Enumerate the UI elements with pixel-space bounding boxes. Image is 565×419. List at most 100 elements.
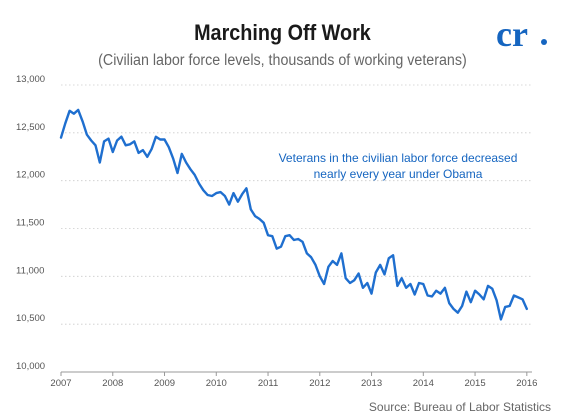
- data-point: [133, 140, 135, 142]
- data-point: [310, 256, 312, 258]
- data-point: [439, 293, 442, 295]
- x-tick-label: 2007: [50, 378, 71, 389]
- data-point: [86, 134, 88, 136]
- data-point: [392, 254, 394, 256]
- data-point: [69, 110, 71, 112]
- data-point: [138, 152, 140, 154]
- data-point: [452, 308, 455, 310]
- data-point: [478, 293, 480, 296]
- data-point: [509, 305, 511, 307]
- chart-title: Marching Off Work: [194, 20, 371, 45]
- data-point: [293, 239, 295, 241]
- data-point: [176, 172, 179, 174]
- data-point: [280, 246, 282, 248]
- x-tick-label: 2010: [206, 378, 227, 389]
- gridlines: [61, 84, 532, 373]
- x-tick-label: 2012: [309, 378, 330, 389]
- data-point: [465, 291, 467, 293]
- data-point: [448, 302, 450, 304]
- chart-subtitle: (Civilian labor force levels, thousands …: [98, 52, 467, 69]
- data-point: [327, 266, 329, 268]
- data-point: [289, 234, 291, 236]
- data-point: [483, 298, 485, 300]
- data-point: [517, 296, 519, 298]
- data-point: [224, 195, 226, 197]
- data-point: [77, 109, 79, 111]
- data-point: [276, 248, 278, 250]
- data-point: [353, 279, 355, 281]
- data-point: [116, 139, 118, 142]
- y-tick-label: 11,000: [16, 265, 44, 276]
- data-point: [375, 271, 377, 274]
- data-point: [336, 264, 338, 266]
- logo-text: cr: [496, 18, 528, 50]
- data-point: [194, 174, 196, 176]
- data-point: [401, 277, 403, 279]
- data-point: [185, 161, 187, 164]
- data-point: [418, 282, 420, 284]
- data-point: [306, 252, 308, 254]
- data-point: [125, 144, 127, 146]
- data-point: [211, 195, 213, 197]
- data-point: [396, 285, 398, 287]
- data-point: [146, 156, 148, 158]
- x-tick-label: 2015: [464, 378, 485, 389]
- data-point: [521, 298, 524, 300]
- data-point: [345, 277, 347, 279]
- data-point: [474, 290, 476, 292]
- y-tick-label: 10,500: [16, 313, 45, 324]
- y-tick-label: 13,000: [16, 74, 45, 85]
- data-point: [228, 204, 230, 206]
- data-point: [107, 138, 110, 140]
- data-point: [232, 192, 235, 194]
- x-tick-label: 2013: [361, 378, 382, 389]
- data-point: [444, 287, 446, 289]
- data-points: [60, 109, 528, 320]
- data-point: [129, 143, 131, 145]
- data-point: [319, 275, 321, 277]
- data-point: [189, 168, 191, 170]
- data-point: [254, 215, 256, 217]
- data-point: [94, 144, 97, 146]
- data-point: [314, 264, 317, 266]
- data-point: [379, 264, 381, 266]
- data-point: [349, 282, 351, 284]
- data-point: [284, 235, 286, 237]
- x-tick-label: 2009: [154, 378, 175, 389]
- data-point: [491, 288, 493, 290]
- data-point: [487, 285, 489, 287]
- data-point: [112, 151, 114, 153]
- data-point: [120, 136, 122, 138]
- data-point: [245, 187, 247, 189]
- data-point: [163, 138, 166, 141]
- data-point: [271, 235, 273, 237]
- annotation-line-1: Veterans in the civilian labor force dec…: [279, 151, 518, 165]
- data-point: [414, 293, 416, 296]
- data-point: [202, 189, 204, 191]
- data-point: [457, 312, 459, 314]
- data-point: [461, 305, 463, 307]
- data-point: [60, 137, 62, 139]
- data-point: [82, 120, 84, 122]
- data-point: [142, 149, 144, 151]
- data-point: [340, 252, 342, 254]
- data-point: [258, 218, 260, 220]
- y-tick-label: 12,000: [16, 170, 45, 181]
- data-point: [297, 238, 299, 240]
- data-point: [504, 306, 506, 308]
- data-point: [151, 148, 153, 150]
- data-point: [383, 273, 386, 275]
- data-point: [435, 290, 437, 292]
- data-point: [73, 113, 75, 115]
- data-point: [198, 182, 200, 185]
- data-point: [431, 295, 433, 297]
- data-point: [263, 222, 265, 224]
- data-point: [159, 138, 161, 141]
- data-point: [220, 191, 222, 193]
- series-line: [59, 108, 528, 321]
- data-point: [332, 260, 334, 262]
- data-point: [427, 294, 429, 297]
- data-point: [250, 208, 252, 210]
- data-point: [267, 234, 269, 236]
